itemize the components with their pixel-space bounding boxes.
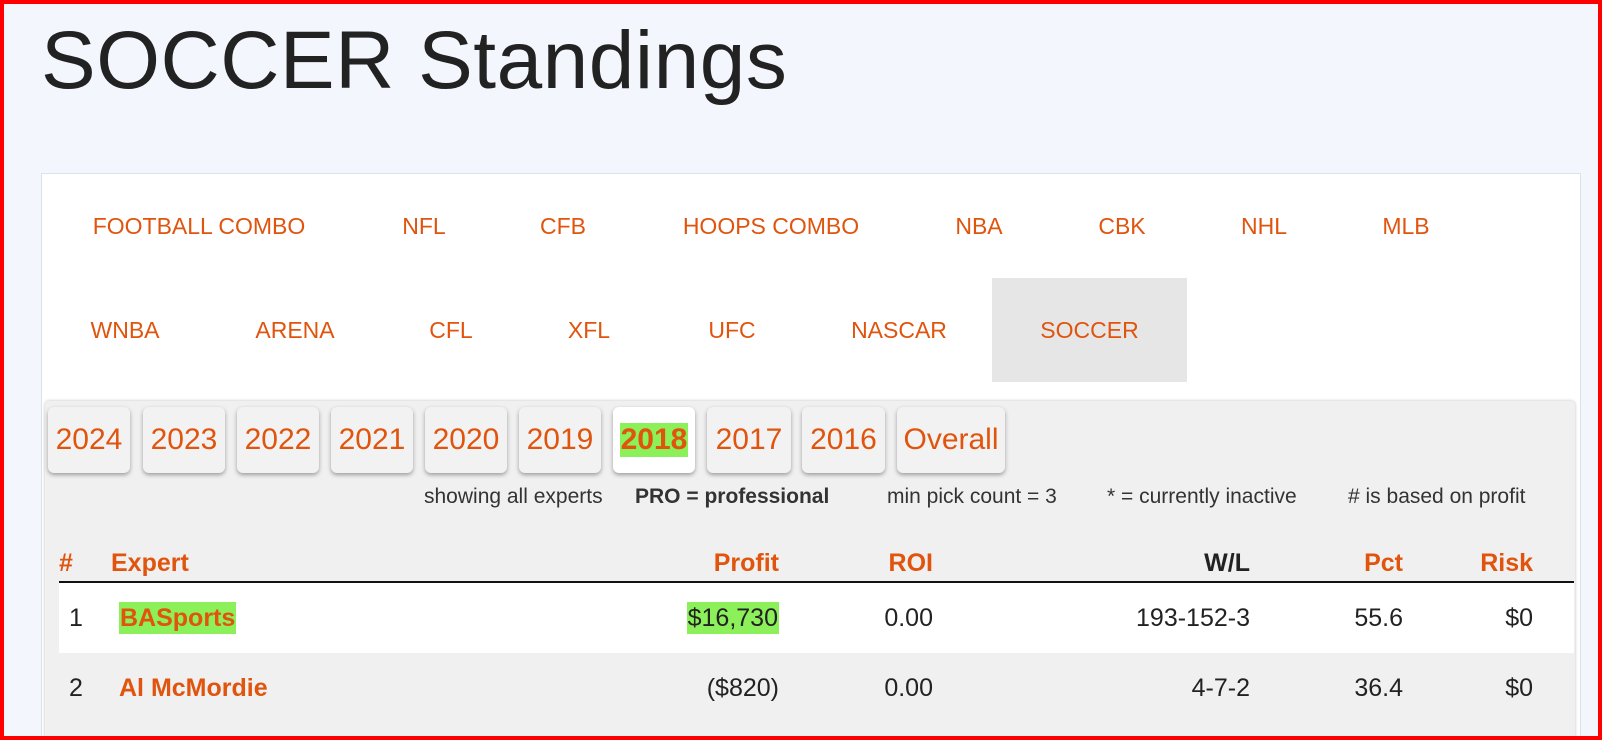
showing-experts-note: showing all experts: [424, 485, 603, 508]
nav-cbk[interactable]: CBK: [1098, 212, 1146, 239]
col-pct-header[interactable]: Pct: [1364, 549, 1403, 577]
profit-cell: $16,730: [686, 602, 779, 634]
col-risk-header[interactable]: Risk: [1480, 549, 1533, 577]
nav-nhl[interactable]: NHL: [1240, 212, 1287, 239]
year-tab-2024[interactable]: 2024: [48, 407, 130, 473]
expert-link[interactable]: Al McMordie: [119, 674, 268, 702]
year-tab-2021[interactable]: 2021: [331, 407, 413, 473]
pct-cell: 36.4: [1354, 674, 1403, 702]
col-wl-header[interactable]: W/L: [1204, 549, 1250, 577]
profit-cell: ($820): [706, 674, 779, 702]
year-tab-overall[interactable]: Overall: [897, 407, 1005, 473]
nav-ufc[interactable]: UFC: [708, 316, 756, 343]
col-profit-header[interactable]: Profit: [713, 549, 779, 577]
pct-cell: 55.6: [1354, 604, 1403, 632]
year-tab-2020[interactable]: 2020: [425, 407, 507, 473]
nav-nascar[interactable]: NASCAR: [851, 316, 947, 343]
nav-cfl[interactable]: CFL: [429, 316, 473, 343]
year-tab-2018[interactable]: 2018: [613, 407, 695, 473]
wl-cell: 193-152-3: [1136, 604, 1250, 632]
nav-hoops-combo[interactable]: HOOPS COMBO: [682, 212, 860, 239]
standings-container: 2024 2023 2022 2021 2020 2019 2018 2017 …: [45, 401, 1575, 740]
year-tab-2022[interactable]: 2022: [237, 407, 319, 473]
table-header: # Expert Profit ROI W/L Pct Risk: [59, 545, 1574, 583]
roi-cell: 0.00: [884, 604, 933, 632]
wl-cell: 4-7-2: [1191, 674, 1250, 702]
roi-cell: 0.00: [884, 674, 933, 702]
year-tab-2019[interactable]: 2019: [519, 407, 601, 473]
rank-basis-note: # is based on profit: [1348, 485, 1526, 508]
rank-cell: 2: [69, 674, 83, 702]
col-expert-header[interactable]: Expert: [111, 549, 189, 577]
risk-cell: $0: [1505, 674, 1533, 702]
nav-nba[interactable]: NBA: [955, 212, 1003, 239]
table-row: 2 Al McMordie ($820) 0.00 4-7-2 36.4 $0: [59, 653, 1574, 723]
year-tab-2017[interactable]: 2017: [707, 407, 791, 473]
col-rank-header[interactable]: #: [59, 549, 73, 577]
min-pick-note: min pick count = 3: [887, 485, 1057, 508]
year-tab-2016[interactable]: 2016: [802, 407, 885, 473]
expert-link[interactable]: BASports: [119, 602, 237, 634]
rank-cell: 1: [69, 604, 83, 632]
table-row: 1 BASports $16,730 0.00 193-152-3 55.6 $…: [59, 583, 1574, 653]
nav-soccer[interactable]: SOCCER: [992, 278, 1187, 382]
inactive-legend: * = currently inactive: [1107, 485, 1297, 508]
col-roi-header[interactable]: ROI: [888, 549, 933, 577]
nav-football-combo[interactable]: FOOTBALL COMBO: [92, 212, 306, 239]
nav-mlb[interactable]: MLB: [1382, 212, 1430, 239]
pro-legend: PRO = professional: [635, 485, 830, 508]
nav-wnba[interactable]: WNBA: [90, 316, 160, 343]
nav-nfl[interactable]: NFL: [402, 212, 446, 239]
year-tab-2023[interactable]: 2023: [143, 407, 225, 473]
page-title: SOCCER Standings: [41, 15, 788, 106]
nav-xfl[interactable]: XFL: [567, 316, 611, 343]
risk-cell: $0: [1505, 604, 1533, 632]
sport-nav-panel: FOOTBALL COMBO NFL CFB HOOPS COMBO NBA C…: [41, 173, 1581, 740]
nav-cfb[interactable]: CFB: [540, 212, 586, 239]
nav-arena[interactable]: ARENA: [255, 316, 335, 343]
